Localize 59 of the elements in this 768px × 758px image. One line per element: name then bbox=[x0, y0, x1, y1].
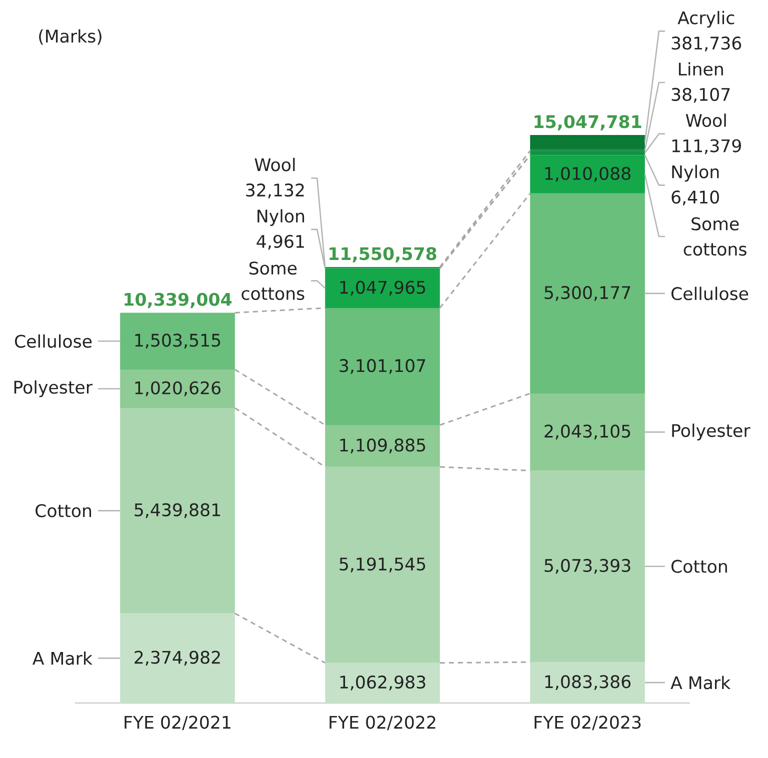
bar bbox=[530, 193, 645, 394]
data-label: 1,010,088 bbox=[545, 166, 630, 182]
data-label: 111,379 bbox=[672, 139, 741, 154]
bar bbox=[530, 470, 645, 662]
text: Wool bbox=[686, 114, 726, 127]
data-label: 32,132 bbox=[246, 184, 304, 198]
text: Cellulose bbox=[14, 334, 92, 348]
data-label: 5,300,177 bbox=[544, 286, 630, 301]
series-label: Polyester bbox=[672, 424, 750, 440]
data-label: 1,047,965 bbox=[340, 280, 426, 296]
bar bbox=[120, 369, 235, 408]
x-tick-label: FYE 02/2023 bbox=[534, 716, 641, 730]
text: Nylon bbox=[258, 209, 304, 226]
data-label: 1,503,515 bbox=[135, 334, 220, 349]
bar bbox=[325, 466, 440, 663]
bar bbox=[530, 393, 645, 471]
text: A Mark bbox=[32, 651, 92, 665]
data-label: 2,374,982 bbox=[134, 650, 220, 666]
text: Wool bbox=[254, 158, 295, 172]
text: Cotton bbox=[36, 504, 92, 518]
series-label: Some cottons bbox=[242, 262, 304, 300]
series-label: Cellulose bbox=[671, 286, 748, 300]
bar bbox=[120, 613, 235, 703]
series-label: Nylon bbox=[672, 164, 719, 182]
text: Linen bbox=[678, 62, 723, 76]
total-label: 11,550,578 bbox=[330, 247, 436, 262]
bar bbox=[530, 135, 645, 150]
data-label: 6,410 bbox=[672, 190, 719, 206]
text: Some cottons bbox=[684, 217, 746, 256]
data-label: 381,736 bbox=[672, 36, 742, 52]
text: Acrylic bbox=[678, 10, 734, 28]
bar bbox=[120, 408, 235, 614]
data-label: 1,109,885 bbox=[340, 438, 426, 454]
bar bbox=[530, 150, 645, 156]
x-tick-label: FYE 02/2022 bbox=[330, 716, 436, 730]
text: (Marks) bbox=[39, 29, 102, 45]
bar bbox=[325, 425, 440, 467]
series-label: A Mark bbox=[670, 676, 731, 690]
total-label: 15,047,781 bbox=[534, 115, 642, 130]
series-label: Cotton bbox=[671, 560, 727, 573]
bar bbox=[530, 662, 645, 703]
data-label: 2,043,105 bbox=[544, 424, 630, 440]
data-label: 3,101,107 bbox=[340, 359, 426, 374]
data-label: 5,439,881 bbox=[134, 503, 220, 518]
data-label: 4,961 bbox=[256, 234, 304, 250]
data-label: 1,020,626 bbox=[135, 381, 220, 396]
bar bbox=[530, 155, 645, 194]
total-label: 10,339,004 bbox=[124, 292, 232, 308]
data-label: 1,083,386 bbox=[545, 675, 630, 690]
bar bbox=[120, 312, 235, 370]
text: Polyester bbox=[14, 380, 93, 398]
bar bbox=[325, 308, 440, 426]
bar bbox=[325, 268, 440, 308]
bar bbox=[325, 662, 440, 703]
data-label: 5,191,545 bbox=[340, 557, 426, 572]
data-label: 5,073,393 bbox=[544, 558, 630, 574]
data-label: 1,062,983 bbox=[340, 676, 426, 690]
x-tick-label: FYE 02/2021 bbox=[124, 716, 230, 730]
data-label: 38,107 bbox=[672, 88, 730, 103]
